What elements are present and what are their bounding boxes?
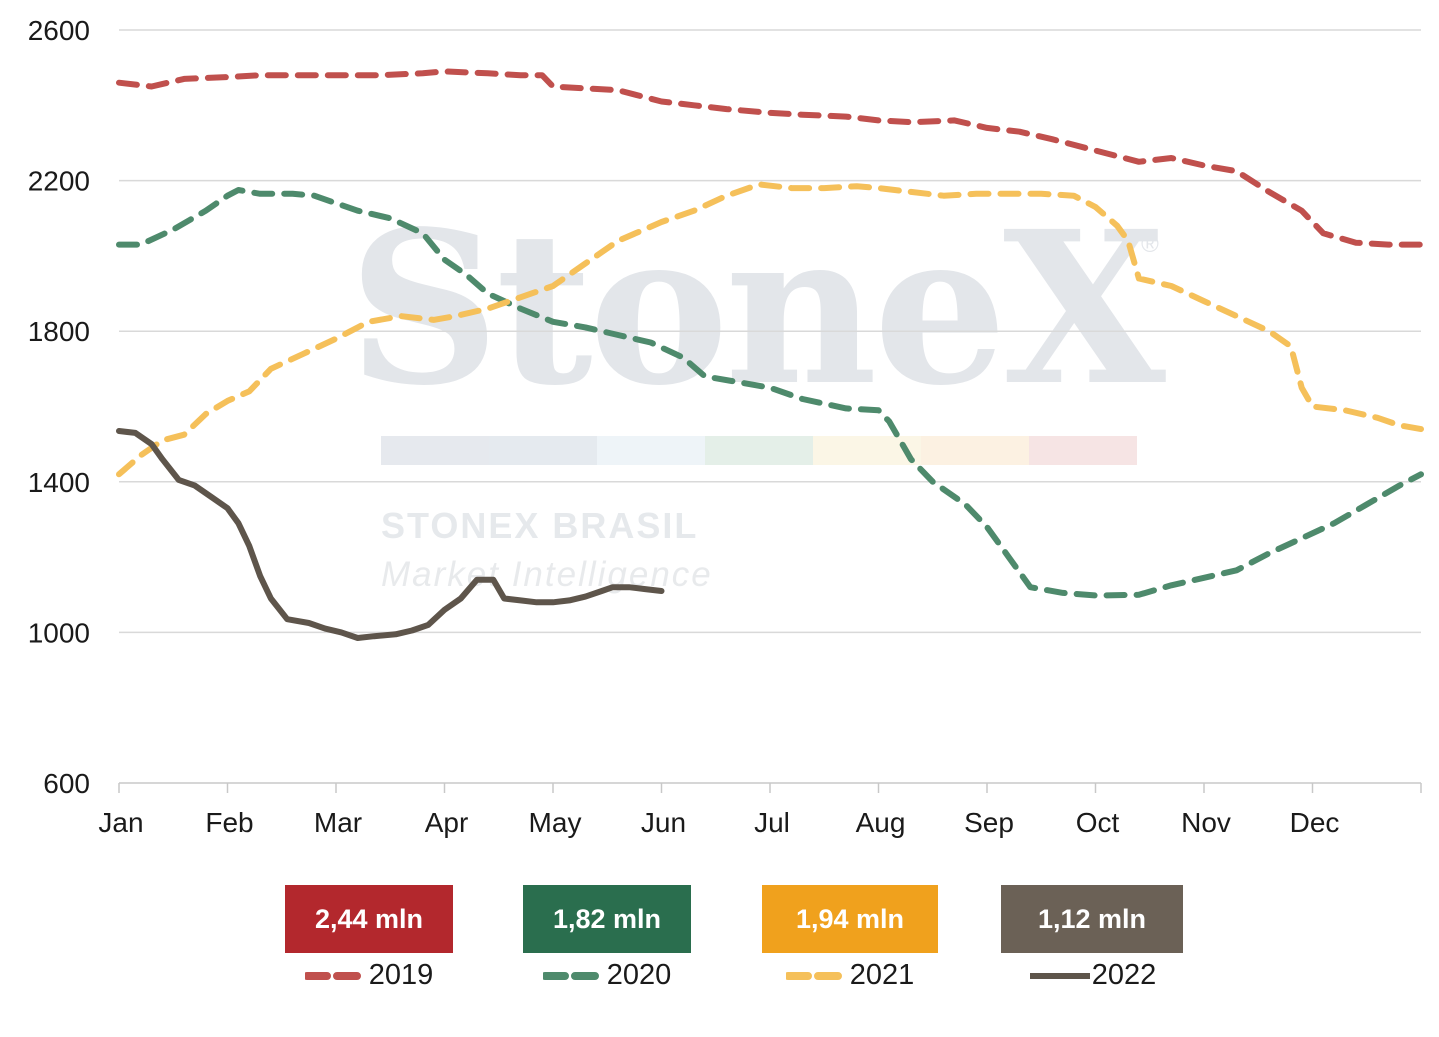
legend-label-2019: 2019 (368, 959, 434, 991)
x-tick-label-feb: Feb (205, 807, 253, 838)
series-line-2019 (116, 68, 1424, 248)
watermark-brand: StoneX (348, 185, 1166, 432)
series-lines (116, 68, 1424, 641)
legend-key-2019: 2019 (304, 959, 434, 992)
x-tick-label-mar: Mar (314, 807, 362, 838)
legend-swatch-2022 (1029, 972, 1090, 979)
watermark: StoneX ® STONEX BRASIL Market Intelligen… (348, 185, 1170, 594)
series-line-2022 (116, 428, 665, 641)
y-tick-label-2600: 2600 (28, 15, 90, 46)
y-axis: 600 1000 1400 1800 2200 2600 (28, 15, 90, 799)
value-box-2020: 1,82 mln (523, 885, 691, 953)
x-tick-label-oct: Oct (1076, 807, 1120, 838)
legend-swatch-2020 (542, 971, 607, 980)
value-box-2022: 1,12 mln (1001, 885, 1183, 953)
value-box-2019: 2,44 mln (285, 885, 453, 953)
y-tick-label-2200: 2200 (28, 166, 90, 197)
x-tick-label-jun: Jun (641, 807, 686, 838)
x-tick-label-jan: Jan (98, 807, 143, 838)
x-tick-label-dec: Dec (1290, 807, 1340, 838)
legend-label-2022: 2022 (1091, 959, 1157, 991)
x-axis: Jan Feb Mar Apr May Jun Jul Aug Sep Oct Nov Dec (98, 782, 1422, 838)
legend-key-2021: 2021 (785, 959, 915, 992)
legend-key-2022: 2022 (1028, 959, 1157, 992)
series-line-2021 (116, 181, 1424, 478)
value-box-2021: 1,94 mln (762, 885, 938, 953)
watermark-line1: STONEX BRASIL (381, 505, 698, 546)
legend-label-2021: 2021 (849, 959, 915, 991)
x-tick-label-jul: Jul (754, 807, 790, 838)
legend-key-2020: 2020 (542, 959, 672, 992)
legend: 2,44 mln 2019 1,82 mln 2020 1,94 mln 202… (0, 885, 1439, 1005)
x-tick-label-apr: Apr (425, 807, 469, 838)
y-tick-label-600: 600 (43, 768, 90, 799)
legend-item-2022: 1,12 mln 2022 (1001, 885, 1183, 992)
gridlines (119, 29, 1421, 634)
legend-item-2020: 1,82 mln 2020 (523, 885, 691, 992)
watermark-color-bar (381, 436, 1137, 465)
x-tick-label-sep: Sep (964, 807, 1014, 838)
x-tick-label-may: May (529, 807, 582, 838)
legend-label-2020: 2020 (606, 959, 672, 991)
y-tick-label-1400: 1400 (28, 467, 90, 498)
line-chart: StoneX ® STONEX BRASIL Market Intelligen… (28, 15, 1424, 838)
y-tick-label-1000: 1000 (28, 617, 90, 648)
series-line-2020 (116, 187, 1424, 599)
y-tick-label-1800: 1800 (28, 316, 90, 347)
watermark-registered: ® (1141, 231, 1159, 258)
watermark-line2: Market Intelligence (381, 555, 713, 594)
x-tick-label-aug: Aug (856, 807, 906, 838)
legend-swatch-2019 (304, 971, 369, 980)
x-tick-label-nov: Nov (1181, 807, 1231, 838)
legend-item-2021: 1,94 mln 2021 (762, 885, 938, 992)
legend-swatch-2021 (785, 971, 850, 980)
legend-item-2019: 2,44 mln 2019 (285, 885, 453, 992)
